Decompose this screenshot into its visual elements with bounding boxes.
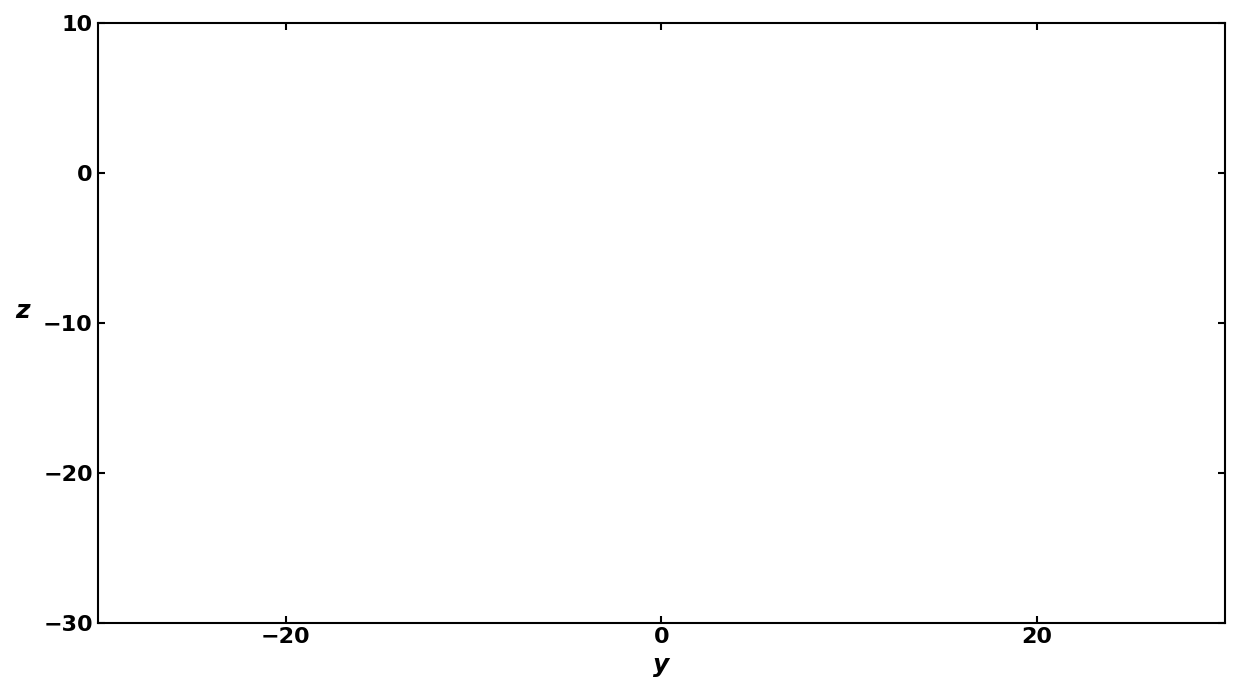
X-axis label: y: y [653,653,670,677]
Y-axis label: z: z [15,299,30,322]
